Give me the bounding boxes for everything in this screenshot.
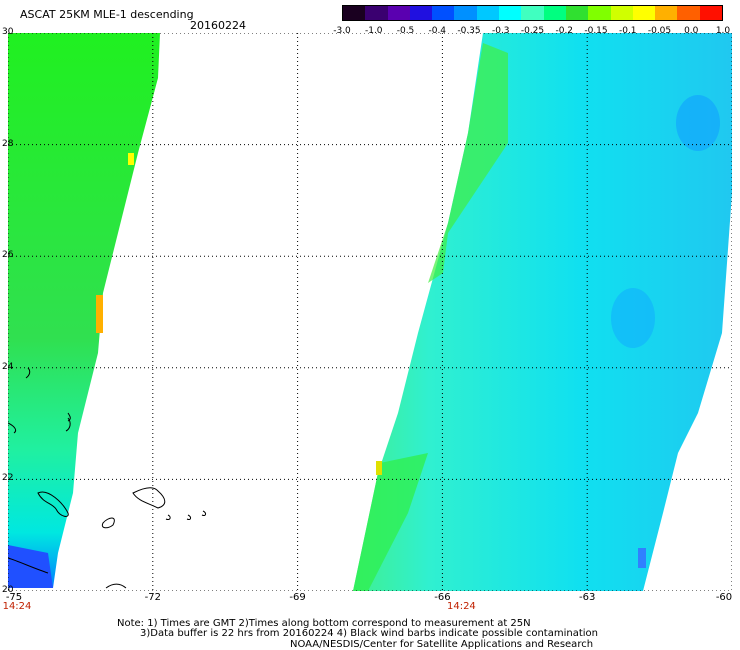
colorbar-label: -1.0 [364, 26, 383, 36]
colorbar-segment [343, 6, 366, 20]
colorbar-label: -0.15 [584, 26, 608, 36]
colorbar-segment [365, 6, 388, 20]
left-swath-yellow-patch [128, 153, 134, 165]
latitude-label: 26 [2, 250, 14, 261]
colorbar-segment [521, 6, 544, 20]
colorbar-segment [499, 6, 522, 20]
colorbar-segment [476, 6, 500, 20]
right-swath-green-edge [428, 43, 508, 283]
time-label: 14:24 [446, 601, 476, 612]
colorbar-segment [432, 6, 455, 20]
latitude-label: 22 [2, 473, 14, 484]
right-swath [353, 33, 732, 591]
footer-note-2: 3)Data buffer is 22 hrs from 20160224 4)… [140, 628, 598, 639]
right-swath-blue-strip [638, 548, 646, 568]
colorbar [342, 5, 723, 21]
right-swath-green-lower [353, 453, 428, 591]
longitude-label: -63 [579, 592, 596, 603]
longitude-label: -72 [144, 592, 161, 603]
right-swath-blue-patch [611, 288, 655, 348]
colorbar-segment [677, 6, 700, 20]
colorbar-label: 1.0 [715, 26, 731, 36]
colorbar-label: -0.1 [618, 26, 637, 36]
colorbar-segment [387, 6, 410, 20]
colorbar-segment [454, 6, 477, 20]
colorbar-label: 0.0 [684, 26, 699, 36]
colorbar-segment [699, 6, 723, 20]
left-swath [8, 33, 160, 588]
footer-note-1: Note: 1) Times are GMT 2)Times along bot… [117, 618, 531, 629]
colorbar-label: -0.5 [396, 26, 415, 36]
lat-lon-grid [8, 33, 732, 591]
right-swath-blue-patch [676, 95, 720, 151]
longitude-label: -66 [434, 592, 451, 603]
colorbar-segment [543, 6, 566, 20]
colorbar-label: -0.35 [457, 26, 481, 36]
latitude-label: 20 [2, 585, 14, 595]
colorbar-label: -0.4 [428, 26, 447, 36]
colorbar-label: -3.0 [333, 26, 351, 36]
product-title: ASCAT 25KM MLE-1 descending [20, 8, 194, 21]
colorbar-label: -0.2 [555, 26, 574, 36]
footer-note-3: NOAA/NESDIS/Center for Satellite Applica… [290, 639, 594, 650]
colorbar-segment [588, 6, 611, 20]
latitude-label: 28 [2, 138, 14, 149]
longitude-label: -60 [715, 592, 733, 603]
longitude-label: -75 [5, 592, 23, 603]
product-date: 20160224 [190, 19, 246, 32]
left-swath-orange-patch [96, 295, 103, 333]
colorbar-segment [632, 6, 656, 20]
colorbar-segment [655, 6, 678, 20]
time-label: 14:24 [2, 601, 32, 612]
colorbar-labels: -3.0 -1.0 -0.5 -0.4 -0.35 -0.3 -0.25 -0.2 -0.15-… [330, 26, 740, 38]
colorbar-label: -0.3 [491, 26, 510, 36]
colorbar-segment [610, 6, 633, 20]
colorbar-label: -0.05 [647, 26, 672, 36]
colorbar-segment [565, 6, 589, 20]
latitude-label: 30 [2, 27, 14, 37]
coastlines [8, 367, 206, 589]
right-swath-yellow-patch [376, 461, 382, 475]
map-plot [8, 33, 732, 591]
colorbar-segment [409, 6, 433, 20]
longitude-label: -69 [289, 592, 306, 603]
colorbar-label: -0.25 [520, 26, 545, 36]
latitude-label: 24 [2, 361, 14, 372]
